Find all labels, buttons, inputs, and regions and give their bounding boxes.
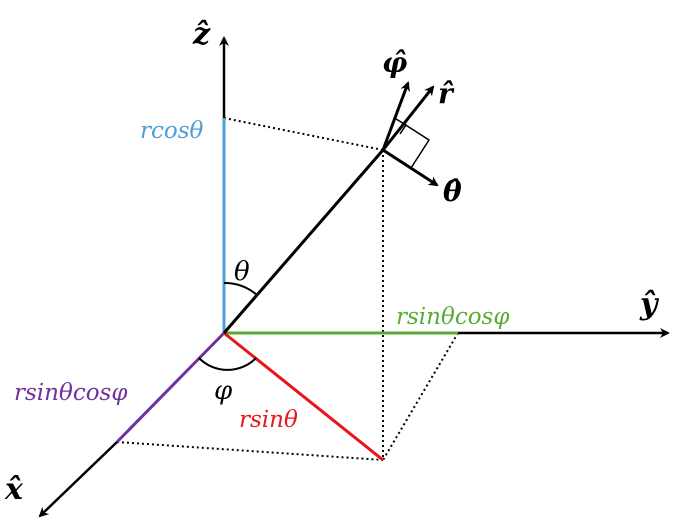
x-axis-label: x̂ — [4, 472, 24, 507]
r-hat-vector — [383, 87, 433, 150]
theta-hat-label: θ̂ — [443, 175, 462, 208]
x-component-segment — [117, 333, 224, 442]
x-axis — [40, 442, 117, 516]
phi-angle-label: φ — [214, 376, 233, 406]
phi-hat-label: φ̂ — [382, 46, 408, 79]
rho-component-segment — [224, 333, 383, 460]
phi-hat-vector — [383, 83, 408, 150]
x-component-label: rsinθcosφ — [14, 380, 128, 406]
right-angle-mark-theta — [401, 122, 429, 168]
y-axis-label: ŷ — [639, 287, 660, 322]
projection-y-to-foot — [383, 333, 458, 460]
z-component-label: rcosθ — [140, 118, 204, 144]
theta-angle-label: θ — [234, 257, 250, 287]
radius-line — [224, 150, 383, 333]
projection-x-to-foot — [117, 442, 383, 460]
z-axis-label: ẑ — [192, 17, 211, 52]
r-hat-label: r̂ — [438, 77, 455, 110]
projection-z-to-point — [224, 118, 383, 150]
phi-arc — [199, 358, 256, 370]
theta-hat-vector — [383, 150, 437, 185]
rho-component-label: rsinθ — [239, 407, 298, 433]
y-component-label: rsinθcosφ — [396, 304, 510, 330]
